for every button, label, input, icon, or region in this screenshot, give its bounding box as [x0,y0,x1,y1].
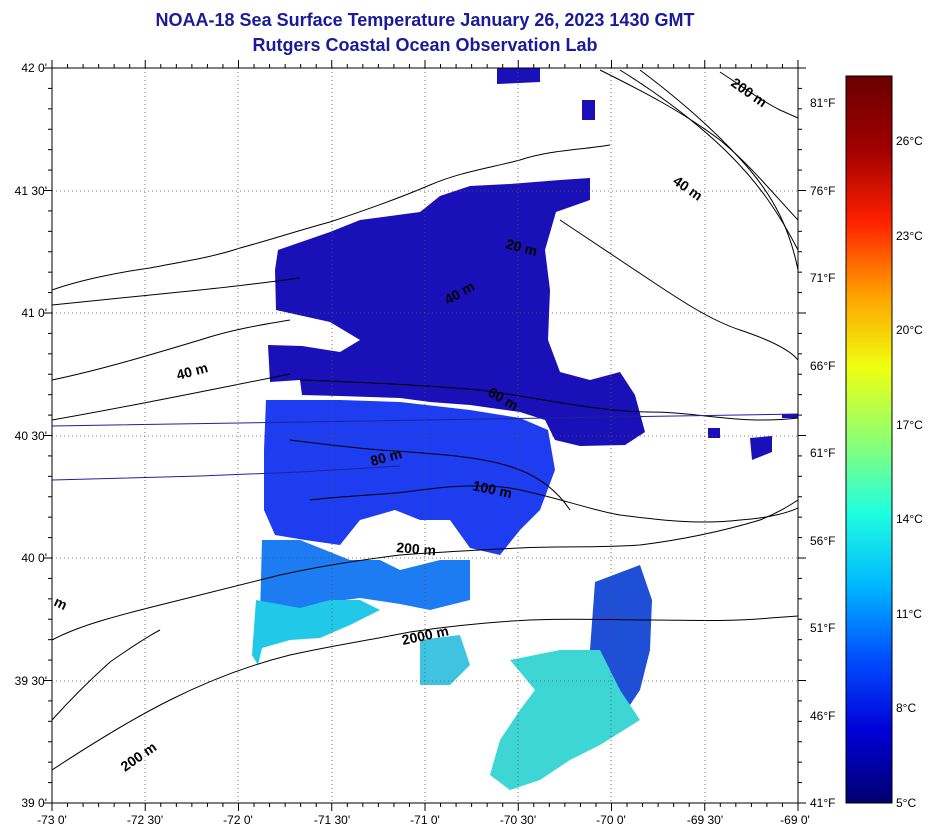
fahrenheit-label: 41°F [810,796,835,810]
sst-patch-blue-small3 [782,414,798,418]
lat-label: 41 0' [21,306,47,320]
colorbar-gradient [845,75,893,804]
contour-label: 200 m [396,539,437,558]
celsius-label: 8°C [896,701,916,715]
sst-patch-lightblue [260,540,470,615]
map-subtitle: Rutgers Coastal Ocean Observation Lab [252,35,598,55]
lon-label: -72 0' [223,813,253,827]
celsius-label: 20°C [896,323,923,337]
fahrenheit-label: 61°F [810,446,835,460]
celsius-label: 14°C [896,512,923,526]
celsius-label: 5°C [896,796,916,810]
fahrenheit-label: 46°F [810,709,835,723]
lat-label: 40 30' [15,429,47,443]
lon-label: -69 0' [780,813,810,827]
lon-label: -69 30' [687,813,723,827]
contour-label: 80 m [369,445,404,469]
lat-label: 39 0' [21,796,47,810]
contour-label: 200 m [728,74,770,110]
latitude-labels: 42 0' 41 30' 41 0' 40 30' 40 0' 39 30' 3… [15,61,47,810]
celsius-label: 26°C [896,134,923,148]
lon-label: -70 30' [500,813,536,827]
colorbar-fahrenheit-labels: 81°F 76°F 71°F 66°F 61°F 56°F 51°F 46°F … [810,96,835,810]
lat-label: 41 30' [15,184,47,198]
sst-patch-cold-north [268,178,645,446]
fahrenheit-label: 56°F [810,534,835,548]
lon-label: -70 0' [596,813,626,827]
lon-label: -71 0' [410,813,440,827]
lon-label: -71 30' [314,813,350,827]
contour-label: m [52,593,70,613]
coastline-layer [52,69,798,771]
lat-label: 42 0' [21,61,47,75]
graticule [52,68,798,803]
contour-label: 20 m [504,235,539,259]
sst-patch-cold-top [497,68,540,84]
sst-data-layer [252,68,798,790]
sst-patch-cyan [252,600,380,665]
map-title: NOAA-18 Sea Surface Temperature January … [155,10,695,30]
sst-patch-blue-small2 [708,428,720,438]
lat-label: 39 30' [15,674,47,688]
colorbar-celsius-labels: 26°C 23°C 20°C 17°C 14°C 11°C 8°C 5°C [896,134,923,810]
sst-patch-blue [264,400,555,555]
sst-patch-cyan-mid [420,635,470,685]
fahrenheit-label: 81°F [810,96,835,110]
fahrenheit-label: 76°F [810,184,835,198]
celsius-label: 23°C [896,229,923,243]
lon-label: -72 30' [127,813,163,827]
lon-label: -73 0' [37,813,67,827]
lat-label: 40 0' [21,551,47,565]
fahrenheit-label: 66°F [810,359,835,373]
contour-label: 40 m [670,172,705,203]
celsius-label: 11°C [896,607,922,621]
sst-patch-cyan-south [490,650,640,790]
sst-patch-blue-small [750,436,772,460]
sst-patch-cold-top2 [582,100,595,120]
fahrenheit-label: 71°F [810,271,835,285]
celsius-label: 17°C [896,418,923,432]
fahrenheit-label: 51°F [810,621,835,635]
contour-label: 200 m [118,739,160,775]
axis-ticks [44,60,806,811]
colorbar: 81°F 76°F 71°F 66°F 61°F 56°F 51°F 46°F … [810,75,923,810]
longitude-labels: -73 0' -72 30' -72 0' -71 30' -71 0' -70… [37,813,810,827]
contour-label: 40 m [175,359,210,383]
